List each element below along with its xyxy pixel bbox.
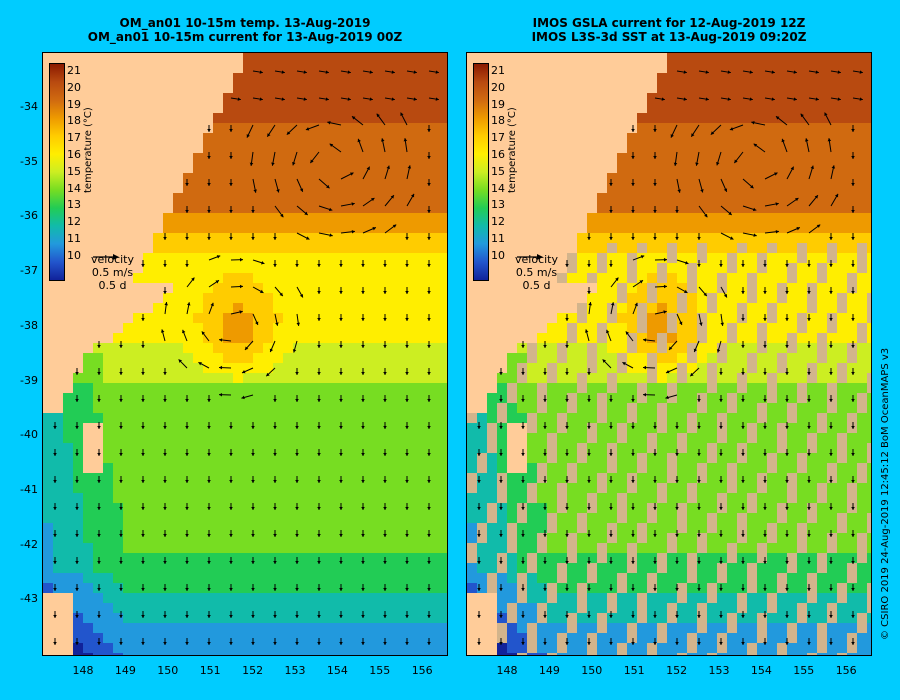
- colorbar-tick: 21: [491, 64, 505, 77]
- longitude-label: 152: [666, 664, 688, 677]
- left-title-line1: OM_an01 10-15m temp. 13-Aug-2019: [119, 16, 371, 30]
- current-vectors: [53, 70, 439, 645]
- latitude-label: -41: [20, 482, 38, 496]
- left-title-line2: OM_an01 10-15m current for 13-Aug-2019 0…: [87, 30, 403, 44]
- colorbar-tick: 18: [491, 114, 505, 128]
- colorbar-tick: 15: [491, 164, 505, 178]
- latitude-label: -43: [20, 592, 38, 606]
- right-title-line2: IMOS L3S-3d SST at 13-Aug-2019 09:20Z: [531, 30, 807, 44]
- velocity-legend: velocity 0.5 m/s 0.5 d: [515, 253, 558, 292]
- latitude-label: -40: [20, 428, 38, 442]
- colorbar-tick: 13: [67, 198, 81, 212]
- longitude-label: 153: [708, 664, 730, 677]
- longitude-label: 155: [369, 664, 391, 677]
- colorbar-tick: 11: [491, 232, 505, 245]
- velocity-legend: velocity 0.5 m/s 0.5 d: [91, 253, 134, 292]
- temperature-colorbar: [49, 63, 65, 281]
- left-panel-title: OM_an01 10-15m temp. 13-Aug-2019 OM_an01…: [42, 16, 448, 44]
- longitude-label: 148: [496, 664, 518, 677]
- satellite-sst-field: [467, 53, 871, 655]
- temperature-colorbar: [473, 63, 489, 281]
- latitude-label: -37: [20, 264, 38, 278]
- latitude-label: -34: [20, 100, 38, 113]
- longitude-label: 150: [157, 664, 179, 677]
- colorbar-tick: 15: [67, 164, 81, 178]
- longitude-label: 152: [242, 664, 264, 677]
- colorbar-tick: 21: [67, 64, 81, 77]
- colorbar-tick: 19: [491, 97, 505, 111]
- longitude-label: 151: [199, 664, 221, 677]
- colorbar-tick: 10: [67, 248, 81, 262]
- latitude-label: -35: [20, 154, 38, 168]
- colorbar-tick: 10: [491, 248, 505, 262]
- velocity-scale-arrow: [517, 254, 543, 260]
- longitude-label: 154: [750, 664, 772, 677]
- colorbar-tick: 18: [67, 114, 81, 128]
- credit-text: © CSIRO 2019 24-Aug-2019 12:45:12 BoM Oc…: [880, 347, 891, 640]
- colorbar-tick: 14: [491, 181, 505, 195]
- longitude-label: 155: [793, 664, 815, 677]
- colorbar-tick: 20: [491, 80, 505, 94]
- model-temperature-map[interactable]: 21 20 19 18 17 16 15 14 13 12 11 10 temperature (°C…: [42, 52, 448, 656]
- colorbar-tick: 13: [491, 198, 505, 212]
- field-cells: [467, 53, 871, 655]
- latitude-label: -39: [20, 373, 38, 387]
- longitude-label: 154: [326, 664, 348, 677]
- colorbar-tick: 17: [491, 131, 505, 145]
- current-vectors: [477, 70, 863, 645]
- colorbar-label: temperature (°C): [83, 107, 94, 193]
- velocity-scale-arrow: [93, 254, 119, 260]
- colorbar-tick: 20: [67, 80, 81, 94]
- latitude-label: -42: [20, 537, 38, 551]
- latitude-label: -38: [20, 318, 38, 332]
- field-cells: [43, 53, 447, 655]
- right-panel-title: IMOS GSLA current for 12-Aug-2019 12Z IM…: [466, 16, 872, 44]
- longitude-label: 149: [114, 664, 136, 677]
- colorbar-tick: 14: [67, 181, 81, 195]
- longitude-label: 153: [284, 664, 306, 677]
- right-title-line1: IMOS GSLA current for 12-Aug-2019 12Z: [532, 16, 806, 30]
- longitude-label: 149: [538, 664, 560, 677]
- velocity-legend-speed: 0.5 m/s: [91, 266, 134, 279]
- longitude-label: 156: [835, 664, 857, 677]
- latitude-label: -36: [20, 209, 38, 223]
- longitude-label: 148: [72, 664, 94, 677]
- velocity-legend-speed: 0.5 m/s: [515, 266, 558, 279]
- velocity-legend-duration: 0.5 d: [522, 279, 551, 292]
- colorbar-tick: 12: [491, 215, 505, 229]
- longitude-label: 151: [623, 664, 645, 677]
- colorbar-tick: 19: [67, 97, 81, 111]
- colorbar-tick: 16: [491, 148, 505, 161]
- model-temperature-field: [43, 53, 447, 655]
- colorbar-tick: 11: [67, 232, 81, 245]
- colorbar-tick: 12: [67, 215, 81, 229]
- velocity-legend-title: velocity: [91, 253, 134, 266]
- colorbar-tick: 16: [67, 148, 81, 161]
- velocity-legend-duration: 0.5 d: [98, 279, 127, 292]
- colorbar-tick: 17: [67, 131, 81, 145]
- longitude-label: 150: [581, 664, 603, 677]
- colorbar-label: temperature (°C): [507, 107, 518, 193]
- longitude-label: 156: [411, 664, 433, 677]
- velocity-legend-title: velocity: [515, 253, 558, 266]
- satellite-sst-map[interactable]: 21 20 19 18 17 16 15 14 13 12 11 10 temperature (°C…: [466, 52, 872, 656]
